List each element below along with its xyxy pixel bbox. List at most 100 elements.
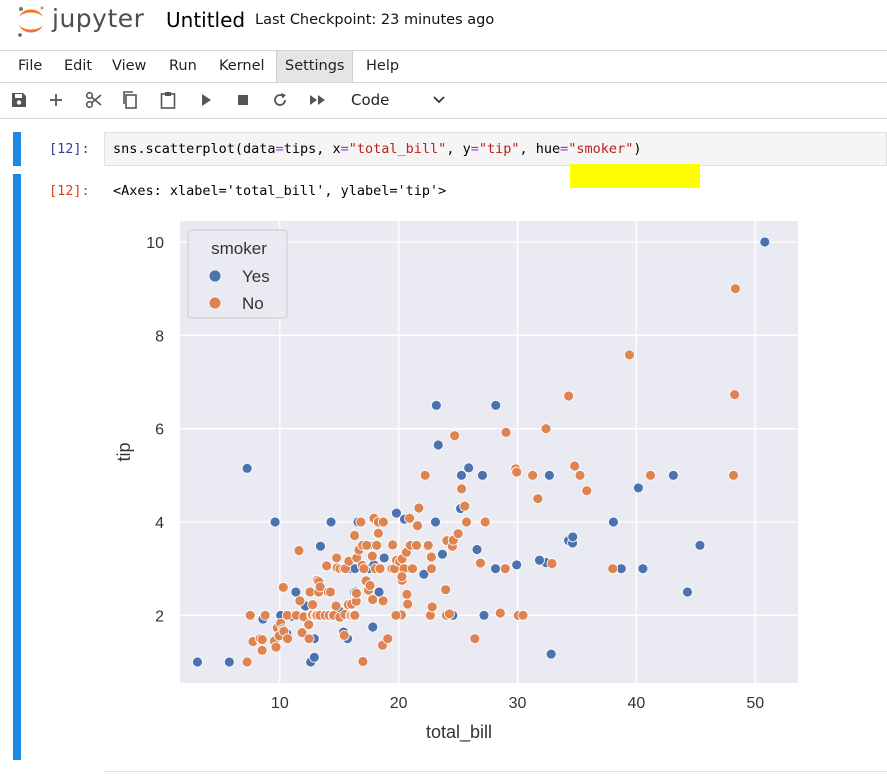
data-point-no bbox=[581, 485, 593, 497]
y-tick-label: 8 bbox=[155, 328, 164, 345]
data-point-no bbox=[331, 552, 343, 564]
output-cell-collapser[interactable] bbox=[13, 174, 21, 760]
menu-run[interactable]: Run bbox=[169, 58, 197, 74]
data-point-no bbox=[387, 539, 399, 551]
data-point-no bbox=[321, 560, 333, 572]
data-point-yes bbox=[308, 651, 320, 663]
plot-grid bbox=[180, 221, 798, 683]
data-point-no bbox=[532, 493, 544, 505]
data-point-yes bbox=[192, 656, 203, 668]
data-point-no bbox=[411, 539, 422, 551]
notebook-title[interactable]: Untitled bbox=[166, 8, 246, 32]
data-point-no bbox=[500, 426, 512, 438]
data-point-no bbox=[338, 629, 350, 641]
x-tick-label: 10 bbox=[271, 695, 289, 712]
run-cell-button[interactable] bbox=[193, 87, 219, 113]
data-point-no bbox=[546, 558, 558, 569]
paste-button[interactable] bbox=[155, 87, 181, 113]
plot-points bbox=[192, 236, 771, 668]
data-point-no bbox=[645, 469, 656, 481]
run-all-button[interactable] bbox=[305, 87, 331, 113]
data-point-yes bbox=[325, 516, 337, 528]
data-point-no bbox=[407, 563, 418, 575]
menu-edit[interactable]: Edit bbox=[64, 58, 93, 74]
stop-icon bbox=[238, 95, 248, 105]
data-point-no bbox=[494, 607, 506, 619]
data-point-yes bbox=[511, 559, 523, 571]
data-point-yes bbox=[367, 621, 379, 633]
data-point-no bbox=[475, 557, 486, 569]
legend-label-no: No bbox=[242, 294, 264, 313]
cell-type-dropdown[interactable]: Code bbox=[344, 88, 454, 112]
input-cell-collapser[interactable] bbox=[13, 132, 21, 166]
add-cell-button[interactable] bbox=[43, 87, 69, 113]
data-point-no bbox=[527, 469, 539, 481]
menu-help[interactable]: Help bbox=[366, 58, 400, 74]
data-point-no bbox=[349, 530, 360, 541]
data-point-no bbox=[382, 633, 394, 645]
stop-kernel-button[interactable] bbox=[230, 87, 256, 113]
data-point-no bbox=[351, 587, 362, 599]
data-point-no bbox=[440, 584, 452, 596]
brand-name[interactable]: jupyter bbox=[52, 4, 145, 33]
data-point-yes bbox=[430, 516, 441, 528]
data-point-no bbox=[390, 609, 402, 621]
data-point-no bbox=[377, 595, 389, 607]
data-point-no bbox=[270, 641, 282, 653]
data-point-yes bbox=[315, 540, 326, 552]
data-point-yes bbox=[432, 439, 444, 451]
scatter-plot: 10 20 30 40 50 2 4 6 8 10 total_bill tip smoker Ye… bbox=[114, 221, 798, 743]
toolbar: Code bbox=[0, 82, 887, 119]
data-point-yes bbox=[463, 462, 475, 474]
jupyter-logo-icon bbox=[18, 6, 44, 37]
checkpoint-status: Last Checkpoint: 23 minutes ago bbox=[255, 12, 495, 28]
code-editor[interactable]: sns.scatterplot(data=tips, x="total_bill… bbox=[104, 132, 887, 166]
data-point-no bbox=[325, 586, 336, 598]
menu-settings[interactable]: Settings bbox=[276, 51, 354, 82]
menu-kernel[interactable]: Kernel bbox=[219, 58, 265, 74]
data-point-no bbox=[241, 656, 253, 668]
x-tick-label: 30 bbox=[509, 695, 527, 712]
input-prompt: [12]: bbox=[49, 141, 90, 157]
restart-kernel-button[interactable] bbox=[267, 87, 293, 113]
data-point-no bbox=[303, 633, 315, 645]
data-point-no bbox=[607, 563, 619, 575]
data-point-no bbox=[259, 609, 271, 621]
data-point-no bbox=[357, 656, 369, 667]
data-point-no bbox=[412, 520, 423, 532]
data-point-yes bbox=[477, 469, 488, 481]
plot-ticks: 10 20 30 40 50 2 4 6 8 10 bbox=[146, 235, 764, 712]
data-point-yes bbox=[759, 236, 771, 248]
x-axis-label: total_bill bbox=[426, 722, 492, 743]
data-point-yes bbox=[418, 568, 430, 580]
legend-box bbox=[187, 229, 288, 319]
y-axis-label: tip bbox=[114, 442, 134, 461]
data-point-no bbox=[540, 423, 552, 435]
add-cell-icon bbox=[50, 94, 62, 106]
data-point-yes bbox=[637, 563, 649, 575]
save-button[interactable] bbox=[6, 87, 32, 113]
data-point-no bbox=[396, 571, 408, 583]
data-point-yes bbox=[391, 507, 402, 519]
data-point-no bbox=[569, 460, 581, 472]
legend-title: smoker bbox=[211, 239, 267, 258]
data-point-no bbox=[426, 563, 437, 575]
data-point-yes bbox=[430, 399, 442, 411]
data-point-no bbox=[404, 512, 416, 524]
data-point-no bbox=[444, 608, 455, 620]
data-point-no bbox=[282, 633, 293, 645]
data-point-no bbox=[499, 563, 511, 575]
data-point-yes bbox=[682, 586, 693, 598]
data-point-no bbox=[307, 599, 319, 611]
menu-view[interactable]: View bbox=[112, 58, 147, 74]
data-point-no bbox=[401, 588, 413, 600]
chevron-down-icon bbox=[433, 96, 445, 104]
output-prompt: [12]: bbox=[49, 183, 90, 199]
plot-legend: smoker Yes No bbox=[187, 229, 288, 319]
data-point-no bbox=[372, 527, 384, 539]
copy-button[interactable] bbox=[117, 87, 143, 113]
code-line: sns.scatterplot(data=tips, x="total_bill… bbox=[113, 141, 642, 157]
data-point-no bbox=[456, 483, 467, 495]
cut-button[interactable] bbox=[81, 87, 107, 113]
menu-file[interactable]: File bbox=[18, 58, 43, 74]
